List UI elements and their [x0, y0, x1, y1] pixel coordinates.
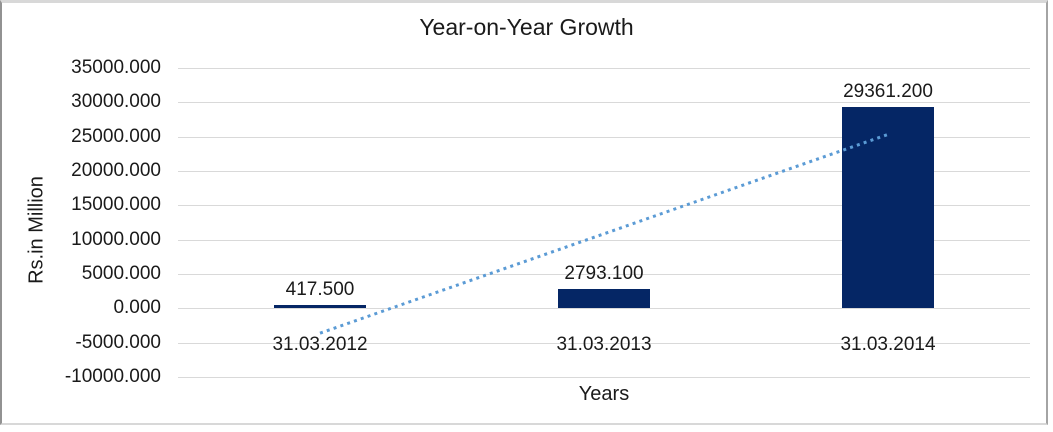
- category-label: 31.03.2014: [840, 334, 936, 355]
- gridline: [178, 308, 1030, 310]
- gridline: [178, 136, 1030, 138]
- gridline: [178, 68, 1030, 69]
- data-label: 417.500: [285, 279, 355, 301]
- y-axis-tick-label: 35000.000: [71, 57, 161, 78]
- gridline: [178, 377, 1030, 378]
- chart-title: Year-on-Year Growth: [419, 14, 634, 40]
- data-label: 2793.100: [564, 263, 644, 285]
- data-label: 29361.200: [843, 80, 933, 102]
- bar-31.03.2014: [842, 106, 934, 309]
- gridline: [178, 274, 1030, 275]
- gridline: [178, 205, 1030, 207]
- y-axis-tick-label: -5000.000: [75, 331, 161, 353]
- y-axis-tick-label: 20000.000: [71, 160, 161, 181]
- bar-31.03.2012: [274, 305, 366, 309]
- gridline: [178, 102, 1030, 104]
- category-label: 31.03.2013: [556, 334, 652, 355]
- y-axis-tick-labels: 35000.000 30000.000 25000.000 20000.000 1500…: [0, 0, 161, 432]
- y-axis-tick-label: 10000.000: [71, 228, 161, 250]
- category-label: 31.03.2012: [272, 334, 368, 355]
- y-axis-tick-label: 30000.000: [71, 91, 161, 113]
- x-axis-title: Years: [578, 383, 630, 405]
- trendline: [319, 132, 889, 335]
- bar-31.03.2013: [558, 289, 650, 309]
- gridline: [178, 342, 1030, 344]
- gridline: [178, 171, 1030, 172]
- y-axis-tick-label: -10000.000: [64, 366, 161, 387]
- y-axis-tick-label: 15000.000: [71, 194, 161, 216]
- plot-area: 417.500 2793.100 29361.200: [178, 68, 1030, 378]
- trendline-layer: [319, 132, 889, 335]
- y-axis-tick-label: 25000.000: [71, 125, 161, 147]
- y-axis-tick-label: 5000.000: [81, 263, 161, 284]
- y-axis-tick-label: 0.000: [113, 297, 161, 319]
- gridline: [178, 239, 1030, 241]
